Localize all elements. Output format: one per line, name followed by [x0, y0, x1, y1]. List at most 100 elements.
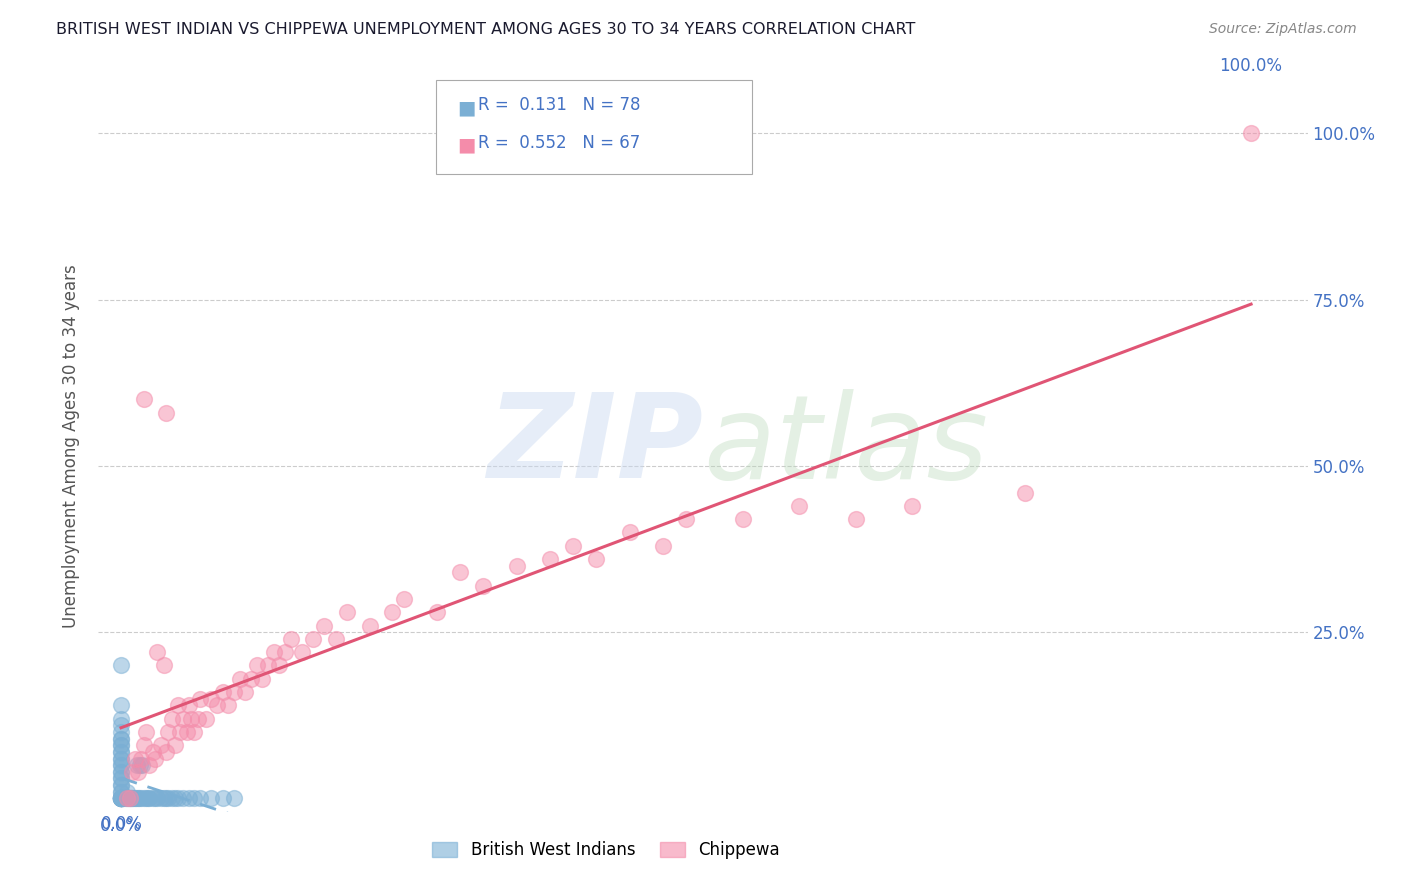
Point	[180, 712, 202, 726]
Point	[127, 764, 149, 779]
Point	[233, 685, 256, 699]
Point	[132, 791, 155, 805]
Point	[222, 791, 245, 805]
Point	[128, 791, 150, 805]
Point	[325, 632, 347, 646]
Point	[157, 791, 180, 805]
Point	[274, 645, 297, 659]
Point	[110, 772, 132, 786]
Text: Source: ZipAtlas.com: Source: ZipAtlas.com	[1209, 22, 1357, 37]
Point	[263, 645, 285, 659]
Point	[131, 758, 153, 772]
Point	[155, 745, 177, 759]
Point	[200, 691, 222, 706]
Point	[336, 605, 359, 619]
Point	[381, 605, 404, 619]
Point	[157, 725, 180, 739]
Point	[110, 778, 132, 792]
Y-axis label: Unemployment Among Ages 30 to 34 years: Unemployment Among Ages 30 to 34 years	[62, 264, 80, 628]
Point	[183, 725, 205, 739]
Text: ■: ■	[457, 136, 475, 154]
Point	[124, 791, 146, 805]
Point	[177, 698, 200, 713]
Point	[110, 731, 132, 746]
Point	[187, 712, 209, 726]
Point	[110, 791, 132, 805]
Point	[155, 406, 177, 420]
Point	[110, 658, 132, 673]
Point	[585, 552, 607, 566]
Point	[252, 672, 274, 686]
Point	[110, 772, 132, 786]
Point	[291, 645, 314, 659]
Point	[115, 791, 138, 805]
Point	[110, 712, 132, 726]
Text: ■: ■	[457, 98, 475, 117]
Point	[505, 558, 527, 573]
Text: atlas: atlas	[703, 389, 988, 503]
Point	[136, 791, 159, 805]
Point	[160, 712, 183, 726]
Point	[211, 685, 233, 699]
Point	[143, 751, 166, 765]
Point	[240, 672, 263, 686]
Point	[129, 758, 152, 772]
Point	[1014, 485, 1036, 500]
Point	[110, 791, 132, 805]
Text: R =  0.131   N = 78: R = 0.131 N = 78	[478, 96, 641, 114]
Point	[110, 791, 132, 805]
Point	[269, 658, 291, 673]
Point	[449, 566, 471, 580]
Point	[110, 791, 132, 805]
Point	[131, 791, 153, 805]
Point	[121, 764, 143, 779]
Point	[110, 791, 132, 805]
Point	[110, 791, 132, 805]
Point	[787, 499, 810, 513]
Point	[149, 791, 172, 805]
Point	[176, 725, 198, 739]
Point	[110, 791, 132, 805]
Point	[125, 758, 148, 772]
Point	[142, 745, 165, 759]
Point	[314, 618, 336, 632]
Point	[110, 731, 132, 746]
Point	[110, 725, 132, 739]
Point	[132, 392, 155, 407]
Point	[166, 698, 188, 713]
Point	[246, 658, 269, 673]
Point	[538, 552, 561, 566]
Point	[359, 618, 381, 632]
Point	[146, 645, 169, 659]
Point	[257, 658, 280, 673]
Point	[131, 751, 153, 765]
Point	[110, 745, 132, 759]
Point	[177, 791, 200, 805]
Point	[901, 499, 924, 513]
Point	[110, 778, 132, 792]
Point	[228, 672, 250, 686]
Point	[110, 764, 132, 779]
Point	[120, 791, 142, 805]
Point	[471, 579, 494, 593]
Point	[115, 785, 138, 799]
Point	[110, 745, 132, 759]
Point	[110, 791, 132, 805]
Point	[118, 791, 141, 805]
Point	[110, 791, 132, 805]
Text: BRITISH WEST INDIAN VS CHIPPEWA UNEMPLOYMENT AMONG AGES 30 TO 34 YEARS CORRELATI: BRITISH WEST INDIAN VS CHIPPEWA UNEMPLOY…	[56, 22, 915, 37]
Point	[125, 791, 148, 805]
Point	[122, 791, 145, 805]
Point	[149, 738, 172, 752]
Point	[127, 791, 149, 805]
Point	[110, 791, 132, 805]
Point	[110, 751, 132, 765]
Point	[112, 791, 135, 805]
Point	[165, 738, 187, 752]
Point	[217, 698, 239, 713]
Point	[166, 791, 188, 805]
Point	[153, 791, 176, 805]
Point	[188, 691, 211, 706]
Point	[675, 512, 697, 526]
Point	[110, 791, 132, 805]
